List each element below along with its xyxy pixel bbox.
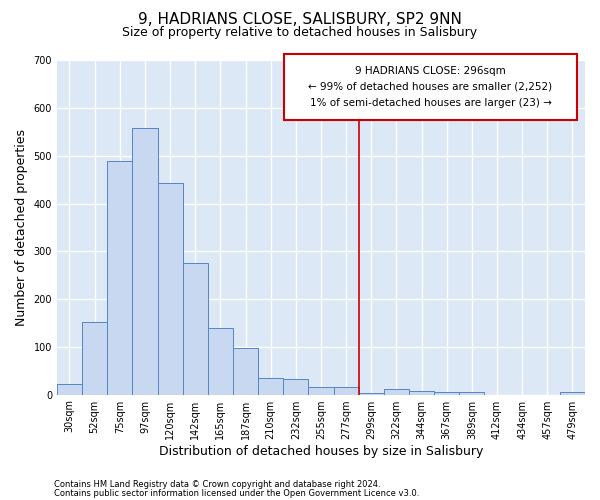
Bar	[258, 378, 283, 394]
Bar	[409, 391, 434, 394]
Bar	[308, 388, 334, 394]
Text: Size of property relative to detached houses in Salisbury: Size of property relative to detached ho…	[122, 26, 478, 39]
Text: Contains public sector information licensed under the Open Government Licence v3: Contains public sector information licen…	[54, 490, 419, 498]
Bar	[560, 392, 585, 394]
Bar	[82, 322, 107, 394]
Bar	[182, 263, 208, 394]
Y-axis label: Number of detached properties: Number of detached properties	[15, 129, 28, 326]
Bar	[434, 392, 459, 394]
Bar	[384, 389, 409, 394]
Bar	[334, 388, 359, 394]
Bar	[359, 393, 384, 394]
Bar	[208, 328, 233, 394]
Bar	[459, 392, 484, 394]
Bar	[133, 128, 158, 394]
X-axis label: Distribution of detached houses by size in Salisbury: Distribution of detached houses by size …	[159, 444, 483, 458]
FancyBboxPatch shape	[284, 54, 577, 120]
Text: 9, HADRIANS CLOSE, SALISBURY, SP2 9NN: 9, HADRIANS CLOSE, SALISBURY, SP2 9NN	[138, 12, 462, 28]
Bar	[57, 384, 82, 394]
Bar	[233, 348, 258, 395]
Bar	[107, 160, 133, 394]
Text: Contains HM Land Registry data © Crown copyright and database right 2024.: Contains HM Land Registry data © Crown c…	[54, 480, 380, 489]
Bar	[158, 184, 182, 394]
Text: 9 HADRIANS CLOSE: 296sqm
← 99% of detached houses are smaller (2,252)
1% of semi: 9 HADRIANS CLOSE: 296sqm ← 99% of detach…	[308, 66, 553, 108]
Bar	[283, 379, 308, 394]
